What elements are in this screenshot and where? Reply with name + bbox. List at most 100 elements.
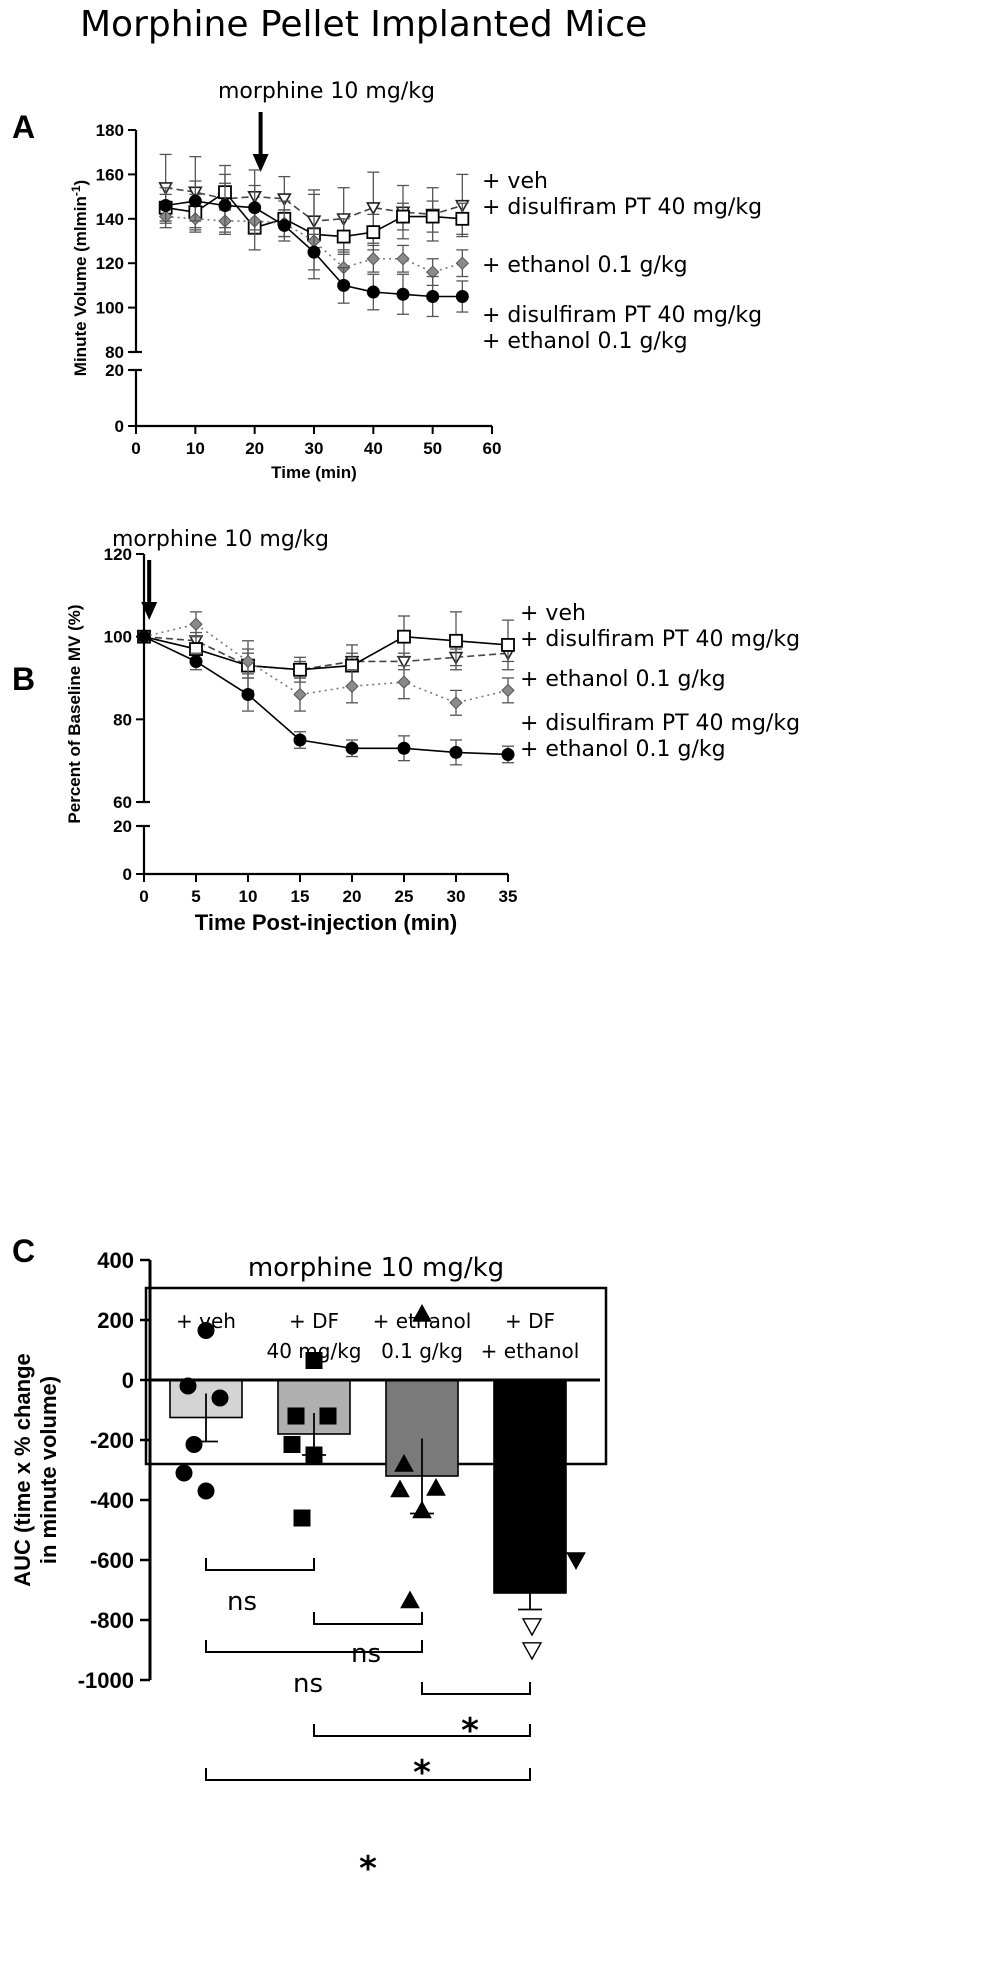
data-point — [305, 1446, 323, 1464]
figure-title: Morphine Pellet Implanted Mice — [80, 4, 647, 45]
x-tick-label: 10 — [186, 439, 205, 458]
data-point — [501, 638, 515, 652]
data-point — [241, 688, 255, 702]
panel-b-label: B — [12, 661, 35, 697]
data-point — [390, 1479, 410, 1498]
data-point — [397, 741, 411, 755]
data-point — [365, 202, 381, 216]
data-point — [412, 1500, 432, 1519]
data-point — [241, 654, 255, 669]
panel-a-label: A — [12, 109, 35, 145]
data-point — [396, 287, 410, 301]
y-tick-label: -1000 — [78, 1668, 134, 1693]
data-point — [394, 1453, 414, 1472]
x-tick-label: 0 — [139, 887, 148, 906]
comparison-bracket — [421, 1682, 531, 1695]
y-tick-label: -800 — [90, 1608, 134, 1633]
series-label: + ethanol 0.1 g/kg — [482, 329, 688, 354]
data-point — [412, 1303, 432, 1322]
data-point — [449, 696, 463, 710]
x-tick-label: 35 — [499, 887, 518, 906]
data-point — [455, 256, 470, 270]
y-tick-label: 120 — [96, 254, 124, 273]
category-label: 0.1 g/kg — [381, 1339, 463, 1363]
series-label: + ethanol 0.1 g/kg — [482, 253, 688, 278]
data-point — [366, 225, 381, 240]
x-tick-label: 20 — [343, 887, 362, 906]
category-label: + ethanol — [481, 1339, 580, 1363]
series-label: + disulfiram PT 40 mg/kg — [482, 303, 762, 328]
data-point — [293, 687, 307, 702]
comparison-bracket — [205, 1558, 315, 1571]
data-point — [425, 209, 440, 224]
comparison-bracket — [205, 1768, 531, 1781]
data-point — [501, 683, 515, 698]
series-line — [165, 215, 463, 273]
data-point — [197, 1482, 215, 1500]
y-tick-label: 60 — [113, 793, 132, 812]
x-tick-label: 0 — [131, 439, 140, 458]
data-point — [276, 193, 292, 207]
series-line — [143, 623, 509, 704]
data-point — [287, 1407, 305, 1425]
y-axis-label: in minute volume) — [36, 1376, 61, 1564]
data-point — [455, 211, 470, 226]
data-point — [397, 675, 411, 689]
data-point — [305, 1352, 323, 1369]
y-tick-label: 180 — [96, 121, 124, 140]
data-point — [521, 1642, 543, 1661]
data-point — [189, 654, 203, 668]
x-tick-label: 60 — [483, 439, 502, 458]
data-point — [293, 1509, 311, 1527]
data-point — [396, 209, 410, 224]
y-tick-label: 400 — [97, 1248, 134, 1273]
series-label: + veh — [520, 601, 586, 626]
y-tick-label: 0 — [122, 1368, 134, 1393]
panel-c-label: C — [12, 1233, 35, 1269]
y-tick-label: 20 — [105, 361, 124, 380]
data-point — [179, 1377, 197, 1395]
data-point — [283, 1436, 301, 1453]
data-point — [137, 630, 151, 644]
data-point — [345, 741, 359, 755]
morphine-arrow-label: morphine 10 mg/kg — [218, 79, 435, 104]
series-label: + disulfiram PT 40 mg/kg — [482, 195, 762, 220]
y-tick-label: 140 — [96, 210, 124, 229]
x-axis-label: Time Post-injection (min) — [195, 910, 457, 935]
series-label: + ethanol 0.1 g/kg — [520, 667, 726, 692]
x-tick-label: 25 — [395, 887, 414, 906]
data-point — [159, 198, 173, 212]
data-point — [520, 1547, 540, 1566]
data-point — [336, 229, 351, 244]
x-tick-label: 30 — [447, 887, 466, 906]
y-axis-label: Percent of Baseline MV (%) — [65, 604, 84, 823]
y-tick-label: 80 — [105, 343, 124, 362]
data-point — [248, 201, 262, 215]
x-axis-label: Time (min) — [271, 463, 357, 482]
morphine-arrow-head — [252, 154, 269, 172]
data-point — [449, 633, 463, 648]
y-axis-label-close: ) — [71, 180, 90, 186]
x-tick-label: 20 — [245, 439, 264, 458]
data-point — [566, 1552, 586, 1571]
x-tick-label: 5 — [191, 887, 200, 906]
category-label: + DF — [289, 1309, 339, 1333]
y-axis-label: Minute Volume (mlmin-1) — [69, 180, 90, 376]
data-point — [188, 194, 202, 208]
data-point — [397, 629, 411, 644]
data-point — [211, 1389, 229, 1407]
data-point — [185, 1436, 203, 1453]
series-label: + veh — [482, 169, 548, 194]
series-label: + ethanol 0.1 g/kg — [520, 737, 726, 762]
category-label: + DF — [505, 1309, 555, 1333]
x-tick-label: 15 — [291, 887, 310, 906]
significance-label: ns — [351, 1639, 381, 1669]
data-point — [277, 218, 291, 232]
box-title: morphine 10 mg/kg — [248, 1253, 504, 1283]
series-line — [143, 635, 509, 671]
data-point — [494, 1544, 514, 1563]
data-point — [400, 1590, 420, 1609]
x-tick-label: 30 — [305, 439, 324, 458]
y-tick-label: -400 — [90, 1488, 134, 1513]
